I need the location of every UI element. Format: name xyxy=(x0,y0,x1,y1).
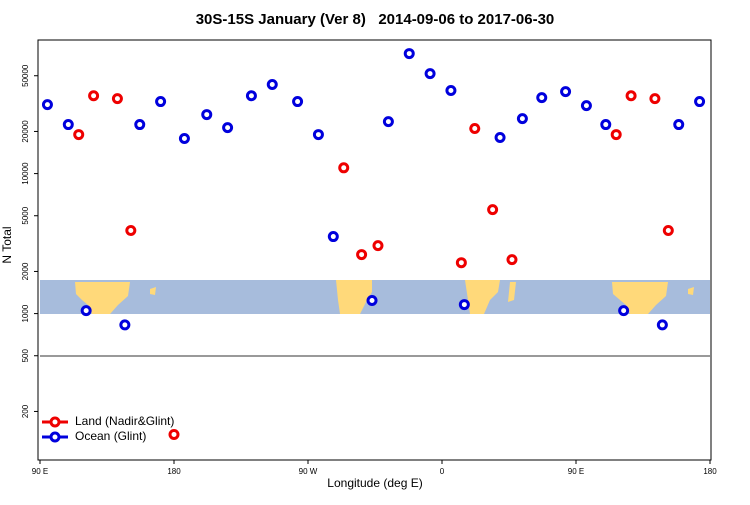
y-tick-label: 1000 xyxy=(21,304,30,322)
data-point xyxy=(134,119,146,131)
data-point xyxy=(366,295,378,307)
y-tick-label: 50000 xyxy=(21,64,30,87)
data-point xyxy=(168,428,180,440)
x-tick-label: 180 xyxy=(167,467,181,476)
chart-title: 30S-15S January (Ver 8) 2014-09-06 to 20… xyxy=(196,11,555,28)
data-point xyxy=(600,119,612,131)
data-point xyxy=(125,225,137,237)
legend-label: Land (Nadir&Glint) xyxy=(75,414,174,428)
data-point xyxy=(673,119,685,131)
data-point xyxy=(312,129,324,141)
legend-marker xyxy=(49,431,61,443)
legend-label: Ocean (Glint) xyxy=(75,429,146,443)
data-point xyxy=(487,204,499,216)
data-point xyxy=(356,249,368,261)
map-background xyxy=(40,280,710,357)
data-point xyxy=(80,305,92,317)
legend-marker xyxy=(49,416,61,428)
y-tick-label: 2000 xyxy=(21,262,30,280)
x-tick-label: 90 E xyxy=(32,467,48,476)
data-point xyxy=(424,68,436,80)
data-point xyxy=(458,299,470,311)
x-tick-label: 90 W xyxy=(299,467,318,476)
x-tick-label: 0 xyxy=(440,467,445,476)
data-point xyxy=(494,132,506,144)
data-point xyxy=(111,93,123,105)
data-point xyxy=(338,162,350,174)
data-point xyxy=(222,122,234,134)
data-point xyxy=(469,122,481,134)
data-point xyxy=(403,48,415,60)
y-axis-label: N Total xyxy=(0,226,14,263)
data-point xyxy=(382,116,394,128)
data-point xyxy=(694,96,706,108)
data-point xyxy=(516,113,528,125)
y-tick-label: 5000 xyxy=(21,206,30,224)
data-point xyxy=(201,109,213,121)
y-tick-label: 200 xyxy=(21,404,30,418)
data-point xyxy=(372,240,384,252)
data-point xyxy=(178,133,190,145)
data-point xyxy=(445,85,457,97)
x-axis-label: Longitude (deg E) xyxy=(327,476,422,490)
data-point xyxy=(649,93,661,105)
data-point xyxy=(560,86,572,98)
data-point xyxy=(155,96,167,108)
data-point xyxy=(580,100,592,112)
data-point xyxy=(73,129,85,141)
data-point xyxy=(506,254,518,266)
x-tick-label: 180 xyxy=(703,467,717,476)
data-point xyxy=(292,96,304,108)
y-tick-label: 20000 xyxy=(21,120,30,143)
data-point xyxy=(625,90,637,102)
plot-frame xyxy=(37,39,712,461)
data-point xyxy=(536,92,548,104)
data-point xyxy=(245,90,257,102)
data-point xyxy=(656,319,668,331)
data-point xyxy=(327,231,339,243)
data-point xyxy=(62,119,74,131)
y-tick-label: 500 xyxy=(21,349,30,363)
data-point xyxy=(88,90,100,102)
data-point xyxy=(266,78,278,90)
data-point xyxy=(618,305,630,317)
y-tick-label: 10000 xyxy=(21,162,30,185)
data-point xyxy=(662,225,674,237)
data-point xyxy=(455,257,467,269)
data-point xyxy=(119,319,131,331)
data-point xyxy=(610,129,622,141)
data-point xyxy=(41,99,53,111)
x-tick-label: 90 E xyxy=(568,467,584,476)
